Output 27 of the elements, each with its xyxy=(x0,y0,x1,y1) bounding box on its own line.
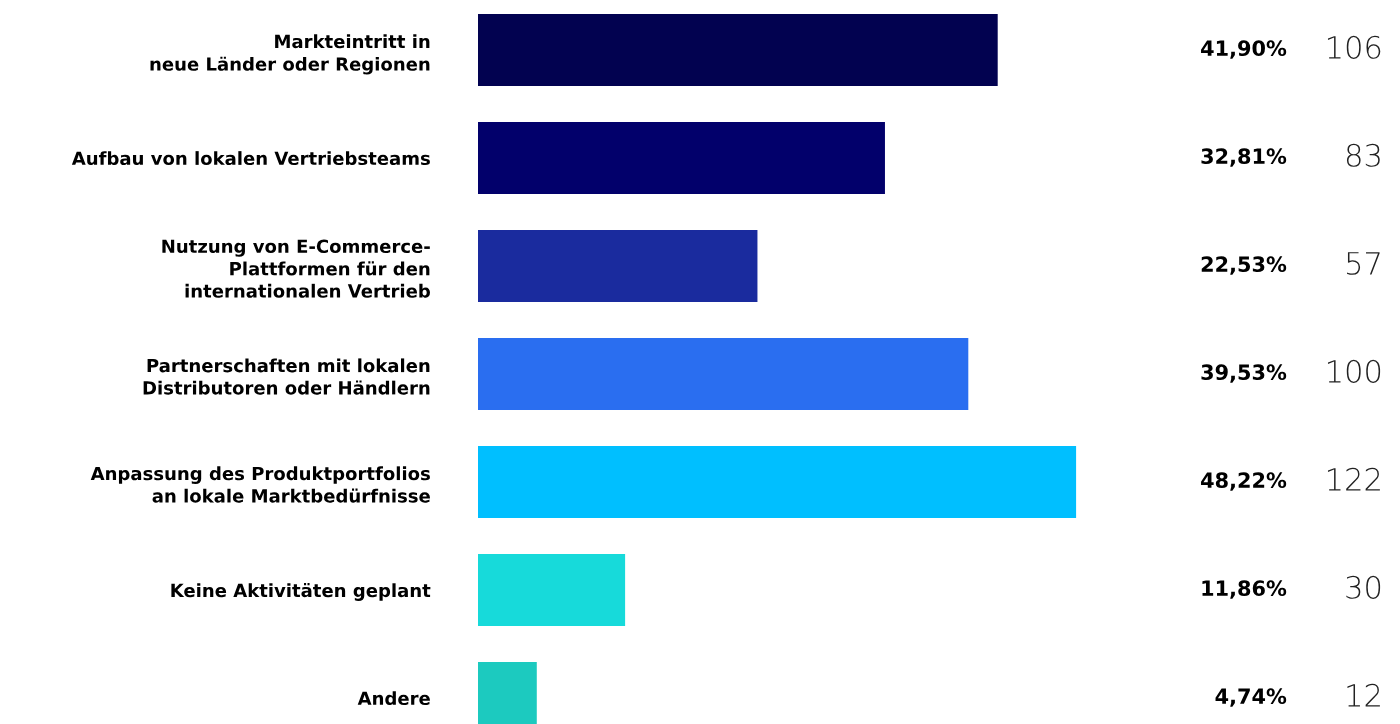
y-tick-label: Markteintritt in neue Länder oder Regionen xyxy=(150,34,430,75)
bar xyxy=(478,337,969,411)
y-tick-label: Nutzung von E-Commerce- Plattformen für den internationalen Vertrieb xyxy=(162,239,430,298)
y-tick-label: Andere xyxy=(357,691,430,706)
text: 106 xyxy=(1327,35,1381,59)
data-label: 22,53% xyxy=(1201,256,1287,275)
text: 30 xyxy=(1346,575,1381,599)
text: 83 xyxy=(1346,143,1380,167)
data-label: 11,86% xyxy=(1202,580,1287,599)
data-label: 4,74% xyxy=(1215,688,1287,707)
data-label: 41,90% xyxy=(1201,40,1287,59)
data-label: 48,22% xyxy=(1201,472,1287,491)
bar xyxy=(478,553,626,627)
y-tick-label: Anpassung des Produktportfolios an lokale Marktbedürfnisse xyxy=(90,466,430,503)
bar xyxy=(478,445,1077,519)
bar xyxy=(478,13,998,87)
y-tick-label: Partnerschaften mit lokalen Distributoren oder Händlern xyxy=(143,358,430,395)
bar xyxy=(478,121,885,195)
text: 12 xyxy=(1347,683,1380,707)
y-tick-label: Keine Aktivitäten geplant xyxy=(171,583,431,601)
data-label: 32,81% xyxy=(1201,148,1287,167)
text: 100 xyxy=(1327,359,1381,383)
text: 122 xyxy=(1327,467,1380,491)
bar xyxy=(478,229,758,303)
y-tick-label: Aufbau von lokalen Vertriebsteams xyxy=(71,151,430,166)
text: 57 xyxy=(1347,252,1380,275)
data-label: 39,53% xyxy=(1201,364,1287,383)
